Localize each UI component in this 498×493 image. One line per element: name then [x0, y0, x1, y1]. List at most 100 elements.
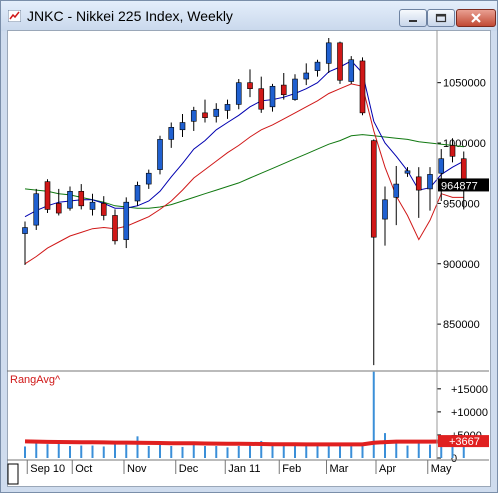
candle-body — [415, 176, 422, 191]
date-tick-label: May — [431, 463, 452, 475]
candle-body — [393, 183, 400, 198]
candle — [280, 73, 287, 100]
candle-body — [112, 215, 118, 242]
date-tick-label: Apr — [379, 463, 396, 475]
candle — [33, 188, 40, 230]
candle-body — [202, 112, 208, 118]
candle — [438, 149, 445, 201]
candle-body — [89, 201, 96, 210]
candle — [213, 103, 220, 123]
chart-canvas[interactable]: 1050000 1000000 950000 900000 850000 964877 +… — [7, 30, 489, 485]
chart-app-icon — [8, 10, 21, 22]
mid-moving-average-line — [24, 83, 464, 265]
candle-body — [67, 191, 73, 209]
range-tick-label: +15000 — [451, 384, 488, 396]
range-tick-label: +10000 — [451, 407, 488, 419]
candle-body — [179, 122, 186, 131]
candle — [78, 184, 85, 210]
candle — [337, 41, 343, 84]
candle — [449, 138, 456, 163]
price-tick-label: 1000000 — [443, 138, 486, 150]
candle-body — [78, 191, 85, 207]
candle — [22, 221, 28, 265]
candle-body — [134, 184, 141, 202]
candle — [67, 186, 73, 211]
date-axis: Sep 10 Oct Nov Dec Jan 11 Feb Mar Apr May — [26, 460, 452, 475]
candle-body — [224, 104, 231, 111]
candle — [427, 167, 433, 211]
candle-body — [359, 60, 366, 114]
candle — [325, 38, 332, 74]
scroll-box[interactable] — [7, 463, 19, 485]
candle — [348, 56, 355, 84]
price-panel[interactable]: 1050000 1000000 950000 900000 850000 964877 — [22, 38, 490, 366]
candle — [190, 106, 197, 131]
candle — [202, 99, 208, 123]
candle-body — [292, 78, 298, 100]
candle — [134, 181, 141, 206]
date-tick-label: Sep 10 — [30, 463, 65, 475]
candle-body — [337, 42, 343, 81]
candle-body — [33, 193, 40, 226]
candle-body — [22, 227, 28, 234]
price-tick-label: 1050000 — [443, 78, 486, 90]
candle-body — [449, 145, 456, 157]
title-bar[interactable]: JNKC - Nikkei 225 Index, Weekly — [1, 1, 497, 31]
candle — [235, 79, 242, 110]
date-tick-label: Dec — [179, 463, 199, 475]
minimize-button[interactable] — [399, 9, 427, 27]
candle-body — [190, 110, 197, 122]
date-tick-label: Nov — [127, 463, 147, 475]
candle-body — [370, 140, 377, 238]
candle — [370, 139, 377, 366]
candle-body — [325, 42, 332, 64]
candle-body — [100, 203, 107, 216]
candle — [112, 209, 118, 245]
maximize-icon — [435, 13, 447, 23]
price-tick-label: 900000 — [443, 259, 480, 271]
candle — [123, 197, 130, 249]
candle — [145, 169, 152, 189]
long-moving-average-line — [24, 134, 464, 209]
last-price-marker — [438, 178, 489, 192]
close-icon — [471, 13, 481, 23]
range-tick-label: 0 — [451, 453, 457, 465]
candle-body — [145, 172, 152, 185]
candle-body — [269, 85, 276, 108]
candle — [247, 69, 253, 98]
window-title: JNKC - Nikkei 225 Index, Weekly — [27, 8, 233, 24]
candle-body — [157, 139, 163, 170]
candle-body — [55, 203, 62, 214]
candle — [404, 167, 411, 177]
candle-body — [258, 88, 265, 110]
maximize-button[interactable] — [427, 9, 455, 27]
candle — [258, 76, 265, 113]
candle — [89, 193, 96, 216]
candle-body — [382, 199, 388, 220]
candle — [415, 167, 422, 218]
candle-body — [427, 174, 433, 190]
chart-frame — [7, 30, 491, 487]
candle — [168, 122, 175, 148]
candle-body — [404, 170, 411, 174]
close-button[interactable] — [456, 9, 496, 27]
range-average-title: RangAvg^ — [10, 374, 61, 386]
price-tick-label: 850000 — [443, 319, 480, 331]
candle — [359, 57, 366, 116]
range-average-panel[interactable]: +15000+10000+50000+3667 — [24, 371, 489, 465]
candle-body — [280, 84, 287, 96]
candle — [55, 188, 62, 216]
candle — [224, 99, 231, 119]
candle-body — [168, 127, 175, 140]
last-range-marker — [438, 435, 489, 448]
candle — [303, 63, 310, 86]
candle-body — [314, 61, 321, 71]
candle — [314, 59, 321, 77]
last-range-label: +3667 — [449, 436, 480, 448]
candle — [157, 135, 163, 175]
candle-body — [44, 181, 51, 210]
candle-body — [303, 72, 310, 80]
minimize-icon — [409, 20, 417, 22]
candle — [393, 165, 400, 226]
candle — [269, 83, 276, 112]
